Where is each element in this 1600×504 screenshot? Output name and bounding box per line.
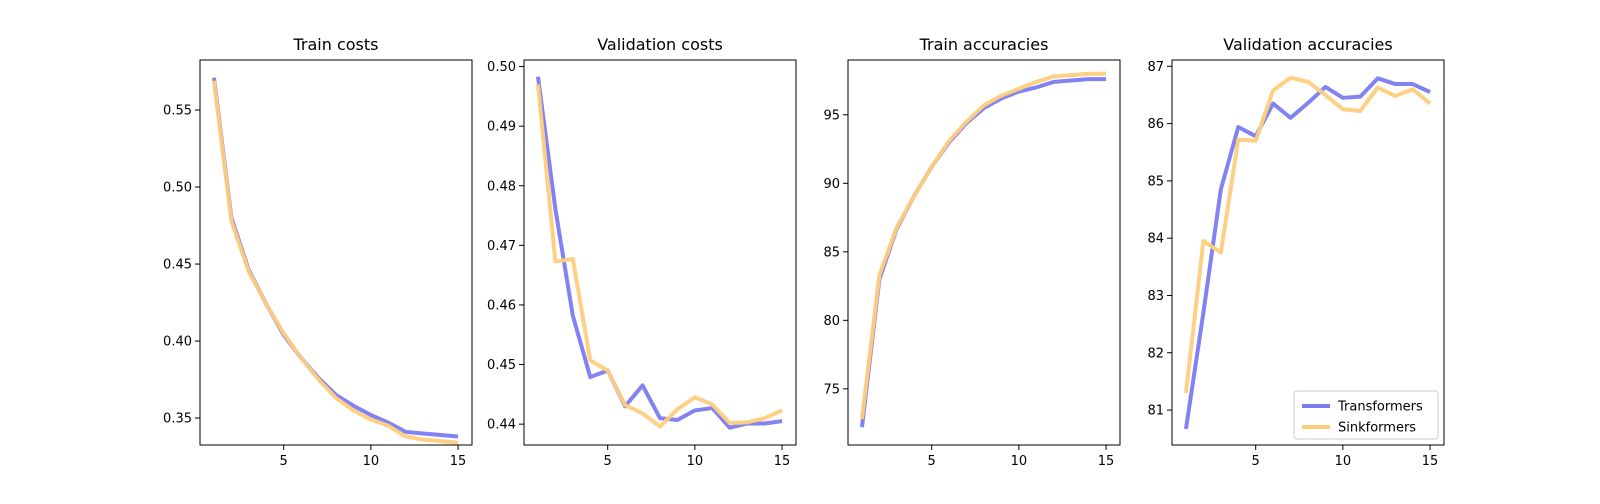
legend-label-transformers: Transformers (1337, 400, 1423, 415)
axes-frame (1171, 59, 1445, 446)
y-tick-label: 87 (1147, 60, 1164, 75)
x-tick-label: 5 (280, 454, 288, 469)
axes-frame (847, 59, 1121, 446)
subplot-title: Validation costs (597, 35, 723, 54)
y-tick-label: 0.50 (487, 60, 516, 75)
y-tick-label: 0.55 (163, 104, 192, 119)
series-line-sinkformers (211, 80, 459, 445)
y-tick-label: 81 (1147, 404, 1164, 419)
series-line-transformers (211, 77, 459, 439)
x-tick-label: 10 (687, 454, 704, 469)
x-tick-label: 5 (604, 454, 612, 469)
y-tick-label: 0.44 (487, 418, 516, 433)
series-line-transformers (1183, 76, 1431, 430)
legend: Transformers Sinkformers (1293, 390, 1439, 440)
series-line-sinkformers (535, 84, 783, 429)
subplot-title: Validation accuracies (1223, 35, 1392, 54)
axes-frame (523, 59, 797, 446)
series-line-transformers (535, 76, 783, 430)
x-tick-label: 10 (1011, 454, 1028, 469)
x-tick-label: 15 (1422, 454, 1439, 469)
subplot-4: Validation accuracies 5 10 15 81 82 83 84 85 86 87… (1147, 35, 1445, 469)
axes-frame (199, 59, 473, 446)
y-tick-label: 82 (1147, 346, 1164, 361)
series-line-sinkformers (1183, 75, 1432, 394)
subplot-3: Train accuracies 5 10 15 75 80 85 90 95 (823, 35, 1121, 469)
subplot-title: Train accuracies (919, 35, 1049, 54)
x-tick-label: 15 (1098, 454, 1115, 469)
series-line-transformers (859, 77, 1107, 428)
x-tick-label: 15 (450, 454, 467, 469)
y-tick-label: 75 (823, 382, 840, 397)
y-tick-label: 80 (823, 314, 840, 329)
y-tick-label: 90 (823, 177, 840, 192)
y-tick-label: 83 (1147, 289, 1164, 304)
y-tick-label: 0.50 (163, 181, 192, 196)
y-tick-label: 84 (1147, 232, 1164, 247)
subplot-title: Train costs (292, 35, 378, 54)
legend-label-sinkformers: Sinkformers (1338, 421, 1416, 436)
y-tick-label: 0.35 (163, 412, 192, 427)
y-tick-label: 95 (823, 108, 840, 123)
subplot-2: Validation costs 5 10 15 0.44 0.45 0.46 0.47 0.4… (487, 35, 797, 469)
x-tick-label: 5 (928, 454, 936, 469)
y-tick-label: 0.45 (487, 358, 516, 373)
y-tick-label: 85 (1147, 174, 1164, 189)
y-tick-label: 0.48 (487, 179, 516, 194)
y-tick-label: 0.40 (163, 335, 192, 350)
y-tick-label: 86 (1147, 117, 1164, 132)
x-tick-label: 10 (363, 454, 380, 469)
y-tick-label: 0.46 (487, 298, 516, 313)
x-tick-label: 15 (774, 454, 791, 469)
x-tick-label: 5 (1252, 454, 1260, 469)
y-tick-label: 85 (823, 245, 840, 260)
x-tick-label: 10 (1335, 454, 1352, 469)
y-tick-label: 0.49 (487, 120, 516, 135)
subplot-1: Train costs 5 10 15 0.35 0.40 0.45 0.50 0.55 (163, 35, 473, 469)
y-tick-label: 0.45 (163, 258, 192, 273)
y-tick-label: 0.47 (487, 239, 516, 254)
series-line-sinkformers (859, 71, 1107, 420)
